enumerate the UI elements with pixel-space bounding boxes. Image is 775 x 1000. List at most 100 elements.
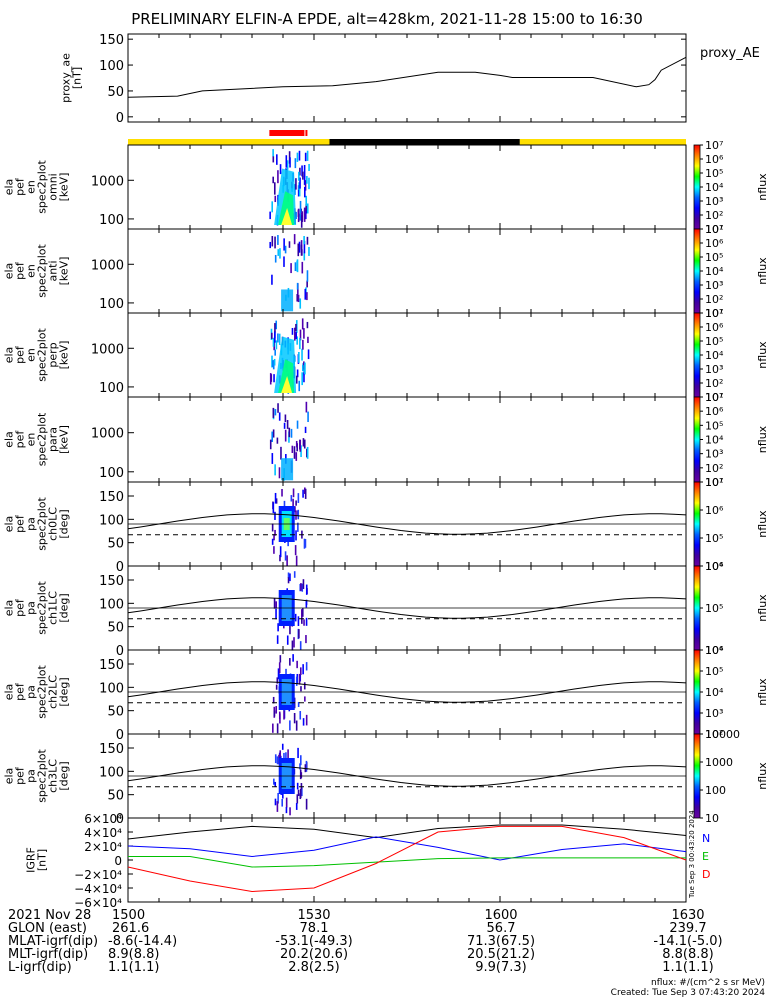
spectrogram-pixel — [303, 372, 305, 383]
colorbar-label: nflux — [756, 341, 769, 369]
ylabel-line: [deg] — [58, 677, 71, 706]
spectrogram-pixel — [271, 236, 274, 247]
y-tick-label: 50 — [107, 789, 124, 804]
spectrogram-pixel — [274, 409, 277, 416]
panel-perp: 1000100elapefenspec2plotperp[keV]10⁷10⁶1… — [3, 307, 770, 404]
spectrogram-pixel — [274, 798, 277, 806]
spectrogram-pixel — [272, 407, 275, 418]
spectrogram-pixel — [300, 445, 302, 458]
spectrogram-pixel — [300, 783, 303, 790]
spectrogram-pixel — [279, 554, 281, 562]
spectrogram-pixel — [305, 714, 308, 726]
spectrogram-pixel — [304, 288, 307, 300]
proxy-ae-ylabel: proxy_ae[nT] — [60, 53, 84, 103]
spectrogram-pixel — [293, 234, 296, 245]
igrf-line-e — [128, 856, 686, 868]
colorbar-tick-label: 10⁶ — [705, 237, 724, 250]
igrf-ylabel: IGRF[nT] — [25, 847, 49, 873]
footer-col1-mlat: -53.1(-49.3) — [275, 934, 353, 949]
spectrogram-pixel — [273, 546, 275, 554]
spectrogram-core — [281, 376, 293, 393]
status-segment — [329, 139, 520, 145]
spectrogram-pixel — [273, 534, 275, 541]
science-zone-marker — [269, 130, 305, 136]
spectrogram-pixel — [275, 320, 278, 330]
spectrogram-pixel — [301, 318, 304, 330]
spectrogram-pixel — [295, 500, 297, 506]
ylabel-line: [keV] — [58, 425, 71, 454]
ylabel-line: spec2plot — [36, 412, 49, 466]
spectrogram-pixel — [300, 583, 302, 591]
spectrogram-pixel — [275, 684, 278, 690]
spectrogram-pixel — [292, 654, 294, 662]
spectrogram-pixel — [274, 464, 276, 476]
spectrogram-pixel — [296, 369, 299, 378]
spectrogram-pixel — [306, 150, 309, 161]
footer-col3-glon: 239.7 — [669, 921, 707, 936]
igrf-legend-n: N — [702, 832, 710, 845]
spectrogram-pixel — [277, 792, 279, 804]
y-tick-label: 0 — [114, 854, 122, 868]
spectrogram-pixel — [286, 420, 289, 429]
spectrogram-pixel — [273, 710, 276, 717]
spectrogram-pixel — [273, 358, 276, 366]
colorbar-label: nflux — [756, 678, 769, 706]
loss-cone-line — [127, 681, 687, 703]
spectrogram-pixel — [299, 298, 302, 309]
footer-label-date: 2021 Nov 28 — [8, 908, 92, 923]
ch0LC-ylabel: elapefpaspec2plotch0LC[deg] — [3, 497, 71, 551]
ylabel-line: spec2plot — [36, 749, 49, 803]
spectrogram-pixel — [298, 629, 300, 639]
spectrogram-pixel — [274, 254, 277, 263]
spectrogram-pixel — [296, 259, 299, 273]
spectrogram-pixel — [271, 538, 274, 545]
spectrogram-pixel — [298, 351, 300, 363]
colorbar-label: nflux — [756, 257, 769, 285]
colorbar-tick-label: 10⁷ — [705, 307, 723, 320]
spectrogram-pixel — [289, 573, 291, 582]
y-tick-label: 150 — [99, 574, 124, 589]
ylabel-line: ch2LC — [47, 675, 60, 709]
spectrogram-pixel — [272, 723, 274, 733]
spectrogram-pixel — [281, 798, 284, 807]
spectrogram-pixel — [282, 790, 284, 799]
colorbar-tick-label: 10² — [705, 462, 723, 475]
spectrogram-pixel — [293, 637, 295, 648]
spectrogram-pixel — [283, 709, 285, 720]
spectrogram-pixel — [299, 177, 301, 189]
spectrogram-pixel — [297, 789, 300, 796]
spectrogram-pixel — [297, 616, 300, 627]
loss-cone-line — [127, 513, 687, 535]
spectrogram-pixel — [299, 439, 302, 452]
spectrogram-pixel — [291, 640, 294, 651]
spectrogram-pixel — [299, 167, 301, 176]
ylabel-line: [keV] — [58, 173, 71, 202]
spectrogram-pixel — [277, 333, 279, 343]
spectrogram-pixel — [303, 176, 306, 185]
ylabel-line: pa — [25, 601, 38, 615]
spectrogram-pixel — [283, 752, 285, 762]
spectrogram-pixel — [304, 362, 306, 375]
spectrogram-pixel — [274, 511, 276, 520]
spectrogram-pixel — [295, 375, 298, 384]
ylabel-line: en — [25, 433, 38, 447]
proxy-ae-legend: proxy_AE — [700, 46, 760, 61]
spectrogram-pixel — [294, 327, 296, 341]
spectrogram-pixel — [297, 294, 300, 303]
spectrogram-pixel — [304, 488, 307, 499]
ylabel-line: spec2plot — [36, 665, 49, 719]
spectrogram-core — [281, 208, 293, 225]
footer-col0-mlt: 8.9(8.8) — [108, 947, 160, 962]
spectrogram-pixel — [305, 203, 307, 214]
spectrogram-pixel — [306, 203, 309, 214]
spectrogram-pixel — [278, 467, 281, 479]
footer-col2-time: 1600 — [484, 908, 518, 923]
ylabel-line: [nT] — [36, 849, 49, 871]
footer-col2-l: 9.9(7.3) — [475, 960, 527, 975]
colorbar-label: nflux — [756, 173, 769, 201]
spectrogram-pixel — [269, 211, 271, 220]
spectrogram-pixel — [274, 236, 276, 249]
y-tick-label: 1000 — [91, 427, 124, 442]
spectrogram-pixel — [284, 414, 287, 423]
y-tick-label: 100 — [99, 681, 124, 696]
